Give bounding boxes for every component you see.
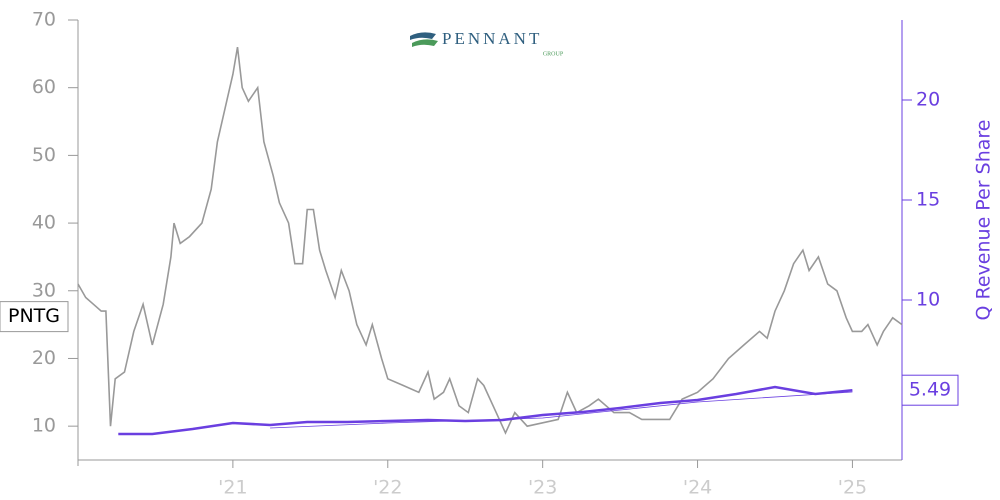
y-tick-label: 30 — [32, 279, 56, 301]
y-tick-label: 40 — [32, 212, 56, 234]
y-tick-label: 10 — [32, 415, 56, 437]
y2-axis-label: Q Revenue Per Share — [973, 120, 995, 321]
last-value-box — [901, 374, 959, 406]
x-tick-label: '24 — [683, 477, 712, 499]
y-tick-label: 60 — [32, 76, 56, 98]
x-tick-label: '21 — [218, 477, 247, 499]
y-tick-label: 70 — [32, 9, 56, 31]
y2-tick-label: 15 — [916, 189, 940, 211]
last-value-label: 5.49 — [909, 379, 951, 401]
x-tick-label: '25 — [838, 477, 867, 499]
y2-tick-label: 20 — [916, 89, 940, 111]
series-line — [77, 46, 903, 435]
y-tick-label: 20 — [32, 347, 56, 369]
x-tick-label: '23 — [528, 477, 557, 499]
logo-icon — [412, 39, 438, 47]
series-line — [270, 391, 853, 429]
x-tick-label: '22 — [373, 477, 402, 499]
y-tick-label: 50 — [32, 144, 56, 166]
logo-subtext: GROUP — [543, 51, 564, 57]
ticker-label: PNTG — [8, 305, 60, 327]
logo-icon — [410, 32, 436, 40]
logo: PENNANT GROUP — [410, 29, 564, 57]
y2-tick-label: 10 — [916, 289, 940, 311]
series-line — [118, 385, 853, 436]
logo-text: PENNANT — [442, 29, 542, 48]
ticker-box — [0, 301, 69, 333]
